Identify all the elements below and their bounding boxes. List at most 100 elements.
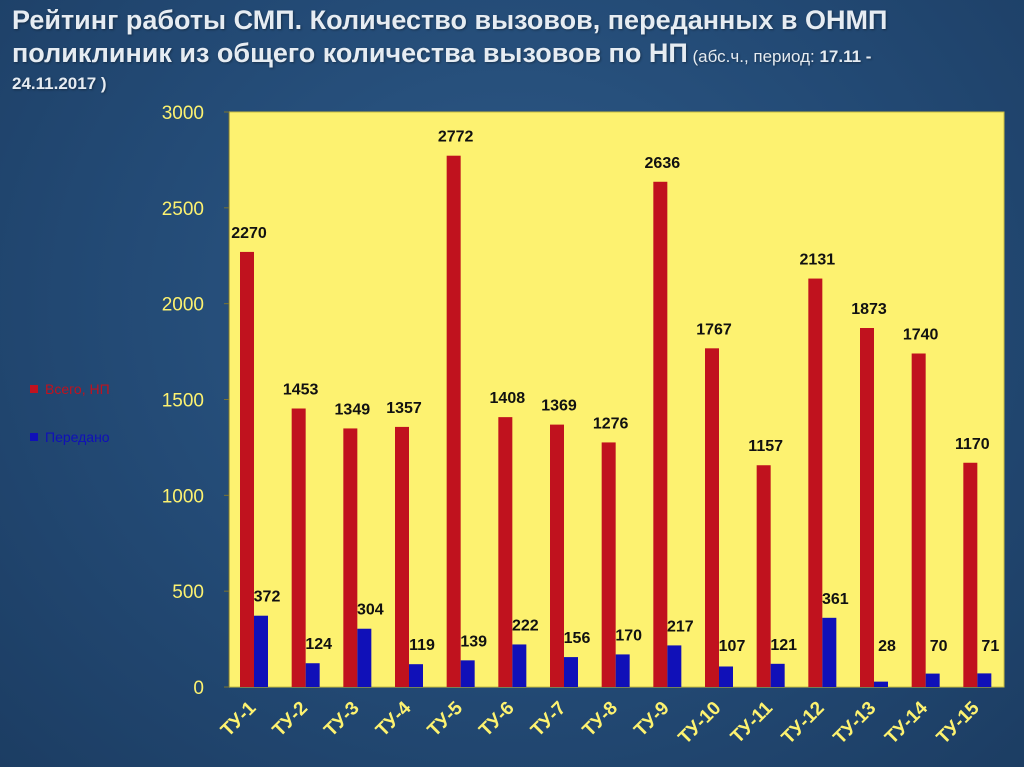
y-tick-label: 0	[193, 678, 204, 699]
data-label-total: 1357	[386, 400, 422, 417]
title-period: (абс.ч., период: 17.11 -	[687, 47, 872, 66]
x-tick-label: ТУ-3	[320, 698, 363, 741]
data-label-total: 1873	[851, 301, 887, 318]
bar-total	[291, 408, 306, 687]
legend: Всего, НП Передано	[30, 381, 110, 445]
bar-passed	[822, 617, 837, 687]
x-tick-label: ТУ-13	[830, 698, 881, 749]
data-label-total: 1276	[593, 415, 629, 432]
bar-passed	[409, 664, 423, 687]
y-tick-label: 1000	[162, 486, 204, 507]
data-label-total: 1767	[696, 321, 732, 338]
data-label-passed: 156	[564, 630, 591, 647]
x-tick-label: ТУ-14	[881, 697, 932, 748]
title-paren-close: )	[96, 74, 107, 93]
data-label-passed: 304	[357, 602, 384, 619]
bar-total	[498, 417, 513, 687]
x-tick-label: ТУ-8	[579, 698, 622, 741]
bar-total	[601, 442, 616, 687]
y-tick-label: 500	[172, 582, 204, 603]
x-tick-label: ТУ-6	[475, 698, 518, 741]
data-label-passed: 107	[719, 638, 746, 655]
bar-total	[240, 251, 254, 687]
data-label-passed: 217	[667, 618, 694, 635]
bar-passed	[925, 673, 940, 687]
data-label-total: 1453	[283, 382, 319, 399]
data-label-passed: 170	[615, 627, 642, 644]
data-label-total: 2772	[438, 129, 474, 146]
bar-passed	[615, 654, 630, 687]
x-tick-label: ТУ-15	[933, 697, 984, 748]
bar-total	[705, 348, 719, 687]
bar-total	[446, 155, 461, 687]
bar-passed	[564, 657, 578, 687]
bar-passed	[357, 628, 372, 687]
bar-total	[860, 328, 874, 687]
y-tick-label: 2500	[162, 199, 204, 220]
x-tick-label: ТУ-2	[269, 698, 312, 741]
data-label-passed: 372	[254, 589, 281, 606]
data-label-total: 2131	[800, 252, 836, 269]
data-label-total: 1157	[748, 438, 783, 455]
bar-total	[808, 278, 823, 687]
data-label-total: 2270	[231, 225, 267, 242]
x-tick-label: ТУ-1	[217, 697, 261, 741]
data-label-total: 1408	[490, 390, 526, 407]
data-label-total: 1170	[955, 436, 990, 453]
x-tick-label: ТУ-10	[675, 698, 726, 749]
x-tick-label: ТУ-7	[527, 698, 570, 741]
title-line-3: 24.11.2017 )	[12, 73, 1012, 95]
x-tick-label: ТУ-4	[372, 697, 416, 741]
bar-passed	[512, 644, 527, 687]
data-labels-group: 2270 372 1453 124 1349 304 1357 119 2772 139 1408 2…	[231, 129, 999, 655]
bar-passed	[667, 645, 682, 687]
legend-label: Передано	[45, 429, 110, 445]
bar-total	[911, 353, 926, 687]
data-label-total: 2636	[645, 155, 681, 172]
data-label-total: 1740	[903, 327, 939, 344]
chart-title: Рейтинг работы СМП. Количество вызовов, …	[12, 4, 1012, 95]
data-label-passed: 361	[822, 591, 849, 608]
bar-passed	[770, 663, 785, 687]
bar-total	[756, 465, 771, 687]
data-label-total: 1349	[335, 401, 371, 418]
data-label-passed: 28	[878, 638, 896, 655]
plot-area	[228, 111, 1005, 688]
data-label-passed: 124	[305, 636, 332, 653]
bar-passed	[254, 615, 268, 687]
bar-passed	[874, 681, 888, 687]
y-tick-label: 1500	[162, 391, 204, 412]
data-label-passed: 121	[770, 637, 797, 654]
bar-total	[653, 181, 668, 687]
data-label-passed: 222	[512, 617, 539, 634]
bar-total	[550, 424, 564, 687]
x-tick-label: ТУ-11	[727, 697, 777, 747]
legend-label: Всего, НП	[45, 381, 110, 397]
data-label-passed: 119	[409, 637, 435, 654]
bar-passed	[460, 660, 475, 687]
y-axis: 0 500 1000 1500 2000 2500 3000	[162, 103, 230, 699]
data-label-passed: 70	[930, 638, 948, 655]
x-tick-label: ТУ-5	[424, 697, 468, 741]
title-paren-open: (абс.ч., период:	[687, 47, 820, 66]
x-tick-label: ТУ-9	[630, 698, 673, 741]
y-tick-label: 2000	[162, 295, 204, 316]
bar-total	[395, 426, 409, 687]
title-main: Рейтинг работы СМП. Количество вызовов, …	[12, 5, 888, 68]
bar-passed	[719, 666, 733, 687]
bar-passed	[305, 663, 320, 687]
bar-total	[963, 462, 978, 687]
bar-total	[343, 428, 358, 687]
legend-swatch	[30, 433, 38, 441]
data-label-total: 1369	[541, 398, 577, 415]
x-axis: ТУ-1 ТУ-2 ТУ-3 ТУ-4 ТУ-5 ТУ-6 ТУ-7 ТУ-8 ТУ-9 ТУ-1…	[217, 697, 984, 748]
bars-group	[240, 155, 992, 687]
title-period-end: 24.11.2017	[12, 74, 97, 93]
y-tick-label: 3000	[162, 103, 204, 124]
title-period-start: 17.11 -	[819, 47, 872, 66]
x-tick-label: ТУ-12	[778, 698, 829, 749]
bar-passed	[977, 673, 992, 687]
legend-swatch	[30, 385, 38, 393]
data-label-passed: 71	[981, 638, 999, 655]
